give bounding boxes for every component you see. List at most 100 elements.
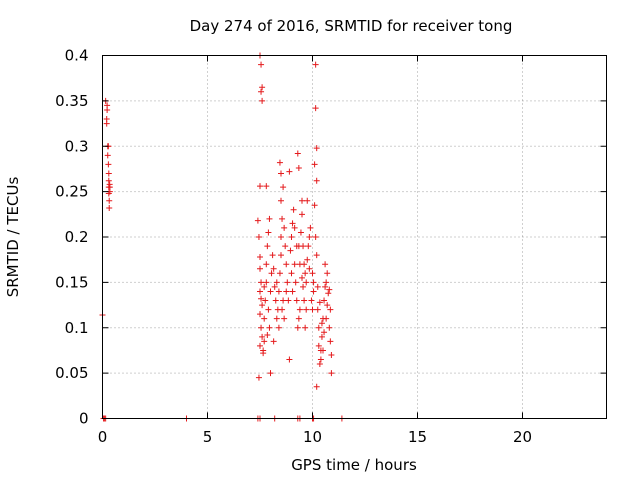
data-point: [290, 206, 297, 213]
data-point: [279, 215, 286, 222]
data-point: [308, 297, 315, 304]
y-tick-label: 0.25: [55, 183, 88, 201]
y-tick-label: 0.2: [65, 228, 89, 246]
data-point: [266, 324, 273, 331]
x-tick-label: 0: [98, 428, 108, 446]
data-point: [105, 161, 112, 168]
data-point: [261, 338, 268, 345]
data-point: [322, 283, 329, 290]
data-point: [293, 297, 300, 304]
data-point: [265, 306, 272, 313]
data-point: [295, 315, 302, 322]
data-point: [280, 184, 287, 191]
x-tick-label: 15: [408, 428, 427, 446]
data-point: [316, 361, 323, 368]
data-point: [267, 288, 274, 295]
data-point: [272, 297, 279, 304]
data-point: [263, 183, 270, 190]
data-point: [255, 234, 262, 240]
data-point: [307, 224, 314, 231]
data-point: [299, 197, 305, 204]
data-point: [257, 265, 263, 272]
data-point: [258, 279, 265, 286]
data-point: [320, 347, 326, 354]
data-point: [105, 170, 112, 177]
chart-title: Day 274 of 2016, SRMTID for receiver ton…: [190, 17, 513, 35]
x-tick-label: 10: [303, 428, 322, 446]
data-point: [292, 279, 299, 286]
data-point: [261, 315, 268, 322]
data-point: [104, 152, 111, 159]
data-point: [278, 234, 284, 240]
data-point: [280, 297, 287, 304]
data-point: [257, 311, 263, 318]
data-point: [323, 279, 330, 286]
data-point: [305, 243, 312, 250]
data-point: [259, 97, 266, 104]
data-point: [259, 84, 266, 91]
data-point: [300, 283, 307, 290]
data-point: [288, 270, 295, 277]
y-axis-ticks: 0 0.05 0.1 0.15 0.2 0.25 0.3 0.35 0.4: [55, 47, 607, 428]
data-point: [287, 247, 294, 254]
data-point: [257, 342, 263, 349]
data-point: [304, 256, 311, 263]
data-point: [281, 224, 288, 231]
data-point: [321, 297, 328, 304]
data-point: [296, 306, 303, 313]
data-point: [309, 306, 316, 313]
data-point: [257, 183, 263, 190]
data-point: [265, 229, 272, 236]
data-point: [295, 165, 302, 172]
data-point: [288, 234, 295, 240]
data-point: [260, 347, 267, 354]
data-point: [278, 252, 284, 259]
data-point: [312, 234, 319, 240]
x-axis-title: GPS time / hours: [291, 456, 417, 474]
data-point: [276, 159, 283, 166]
data-point: [291, 261, 298, 268]
data-point: [328, 370, 335, 377]
data-point: [268, 270, 275, 277]
data-point: [281, 315, 288, 322]
data-point: [104, 102, 111, 109]
data-point: [278, 197, 284, 204]
data-point: [264, 243, 271, 250]
data-point: [302, 270, 309, 277]
data-point: [313, 252, 320, 259]
x-tick-label: 5: [203, 428, 213, 446]
data-point: [259, 333, 266, 340]
data-point: [257, 253, 263, 260]
data-point: [261, 283, 268, 290]
data-point: [276, 270, 283, 277]
data-point: [318, 320, 325, 327]
data-point: [283, 261, 290, 268]
data-point: [258, 61, 265, 68]
data-point: [262, 297, 269, 304]
y-tick-label: 0.35: [55, 92, 88, 110]
data-point: [269, 252, 276, 259]
data-point: [259, 302, 266, 309]
data-point: [263, 261, 270, 268]
data-point: [270, 265, 277, 272]
data-point: [315, 342, 322, 349]
data-point: [322, 261, 329, 268]
data-point: [321, 329, 328, 336]
data-point: [254, 217, 261, 224]
data-point: [257, 288, 263, 295]
data-point: [312, 61, 319, 68]
data-point: [284, 279, 291, 286]
data-point: [306, 265, 313, 272]
data-point: [313, 177, 320, 184]
y-tick-label: 0.4: [65, 47, 89, 65]
data-point: [263, 279, 270, 286]
data-point: [302, 324, 309, 331]
data-point: [304, 197, 311, 204]
data-point: [106, 204, 113, 211]
data-point: [299, 211, 305, 218]
data-point: [294, 324, 301, 331]
data-point: [271, 283, 278, 290]
data-point: [299, 274, 305, 281]
